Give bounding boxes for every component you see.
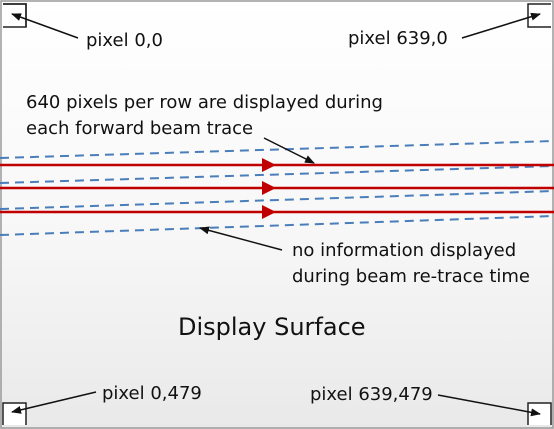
callout-arrow-forward-trace (263, 137, 315, 164)
forward-arrowhead (262, 205, 276, 219)
label-forward-line1: 640 pixels per row are displayed during (26, 92, 383, 113)
retrace-line (0, 140, 554, 159)
label-display-surface: Display Surface (178, 313, 366, 341)
forward-arrowhead (262, 158, 276, 172)
corner-marker-top-right (527, 3, 551, 28)
corner-marker-bottom-left (2, 402, 27, 425)
retrace-line (0, 190, 554, 210)
label-forward-line2: each forward beam trace (26, 118, 253, 139)
callout-arrow-bottom-right (437, 394, 541, 417)
forward-arrowhead (262, 181, 276, 195)
label-retrace-line2: during beam re-trace time (292, 266, 530, 287)
forward-trace-lines (0, 158, 554, 219)
retrace-line (0, 215, 554, 236)
label-retrace-line1: no information displayed (292, 240, 516, 261)
callout-arrow-top-right (461, 12, 541, 39)
label-pixel-top-left: pixel 0,0 (86, 30, 163, 51)
callout-arrow-retrace (199, 226, 283, 251)
retrace-line (0, 165, 554, 184)
label-pixel-top-right: pixel 639,0 (348, 28, 448, 49)
callout-arrow-bottom-left (11, 391, 97, 414)
label-pixel-bottom-left: pixel 0,479 (102, 383, 202, 404)
retrace-lines (0, 140, 554, 236)
label-pixel-bottom-right: pixel 639,479 (310, 384, 433, 405)
callout-arrow-top-left (11, 13, 79, 39)
